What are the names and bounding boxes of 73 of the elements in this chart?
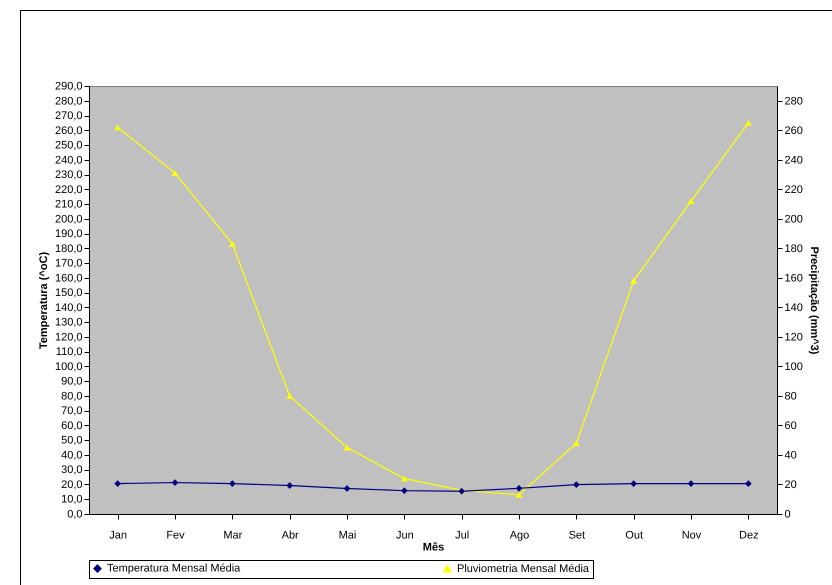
- x-tick-label: Set: [568, 530, 586, 542]
- y-tick-label: 190,0: [54, 228, 82, 240]
- y-tick-label: 170,0: [54, 258, 82, 270]
- point: [400, 476, 408, 482]
- x-tick-label: Nov: [682, 530, 702, 542]
- y-tick-label: 280,0: [54, 95, 82, 108]
- point: [572, 440, 580, 446]
- point: [516, 492, 522, 498]
- point: [228, 241, 236, 247]
- y-tick-label: 240,0: [54, 154, 82, 166]
- y2-tick-label: 220: [784, 184, 803, 196]
- point: [172, 170, 178, 176]
- y-tick-label: 120,0: [54, 331, 82, 344]
- y-tick-label: 180,0: [54, 242, 82, 255]
- y-tick-label: 100,0: [54, 360, 82, 373]
- x-tick-label: Jan: [109, 530, 128, 542]
- y-tick-label: 90,0: [61, 376, 82, 388]
- y2-tick-label: 120: [784, 331, 803, 344]
- y-tick-label: 40,0: [61, 449, 82, 462]
- y2-tick-label: 0: [784, 508, 791, 520]
- y2-tick-label: 80: [784, 390, 797, 402]
- y2-tick-label: 160: [784, 272, 803, 284]
- y-tick-label: 0,0: [67, 508, 82, 520]
- x-tick-label: Jul: [455, 530, 470, 542]
- y-tick-label: 80,0: [61, 390, 82, 402]
- x-axis-title: Mês: [422, 542, 444, 554]
- y-tick-label: 250,0: [54, 140, 82, 152]
- y-tick-label: 130,0: [54, 316, 82, 329]
- y-tick-label: 260,0: [54, 124, 82, 137]
- y-tick-label: 230,0: [54, 169, 82, 182]
- y2-axis-title: Precipitação (mm^3): [808, 246, 820, 355]
- y-tick-label: 150,0: [54, 287, 82, 300]
- y2-tick-label: 240: [784, 154, 803, 166]
- y2-tick-label: 260: [784, 124, 803, 137]
- x-tick-label: Jun: [396, 530, 414, 542]
- y2-tick-label: 140: [784, 302, 803, 314]
- y-tick-label: 200,0: [54, 213, 82, 226]
- y-tick-label: 10,0: [61, 494, 82, 506]
- y-tick-label: 140,0: [54, 302, 82, 314]
- y-tick-label: 160,0: [54, 272, 82, 284]
- y2-tick-label: 200: [784, 213, 803, 226]
- y-tick-label: 20,0: [61, 478, 82, 491]
- y2-tick-label: 280: [784, 95, 803, 108]
- x-tick-label: Mar: [223, 530, 243, 542]
- point: [688, 198, 694, 204]
- x-tick-label: Fev: [166, 530, 186, 542]
- y-tick-label: 70,0: [61, 405, 82, 418]
- y-tick-label: 110,0: [56, 346, 82, 358]
- y-tick-label: 270,0: [54, 110, 82, 122]
- x-tick-label: Out: [625, 530, 644, 542]
- legend-label: Pluviometria Mensal Média: [457, 562, 590, 575]
- point: [630, 278, 638, 284]
- legend-label: Temperatura Mensal Média: [107, 562, 242, 575]
- y-tick-label: 60,0: [61, 420, 82, 432]
- point: [344, 444, 350, 450]
- x-tick-label: Ago: [510, 530, 530, 542]
- point: [744, 120, 752, 126]
- y-axis-title: Temperatura (^oC): [38, 252, 50, 350]
- x-tick-label: Mai: [338, 530, 356, 542]
- x-tick-label: Dez: [739, 530, 759, 542]
- y2-tick-label: 60: [784, 420, 797, 432]
- point: [114, 124, 122, 130]
- point: [286, 393, 294, 399]
- y-tick-label: 220,0: [54, 184, 82, 196]
- y2-tick-label: 180: [784, 242, 803, 255]
- y-tick-label: 290,0: [54, 80, 82, 92]
- y2-tick-label: 20: [784, 478, 797, 491]
- x-tick-label: Abr: [282, 530, 300, 542]
- y-tick-label: 50,0: [61, 434, 82, 447]
- y2-tick-label: 40: [784, 449, 797, 462]
- y2-tick-label: 100: [784, 360, 803, 373]
- y-tick-label: 210,0: [54, 198, 82, 211]
- y-tick-label: 30,0: [61, 464, 82, 476]
